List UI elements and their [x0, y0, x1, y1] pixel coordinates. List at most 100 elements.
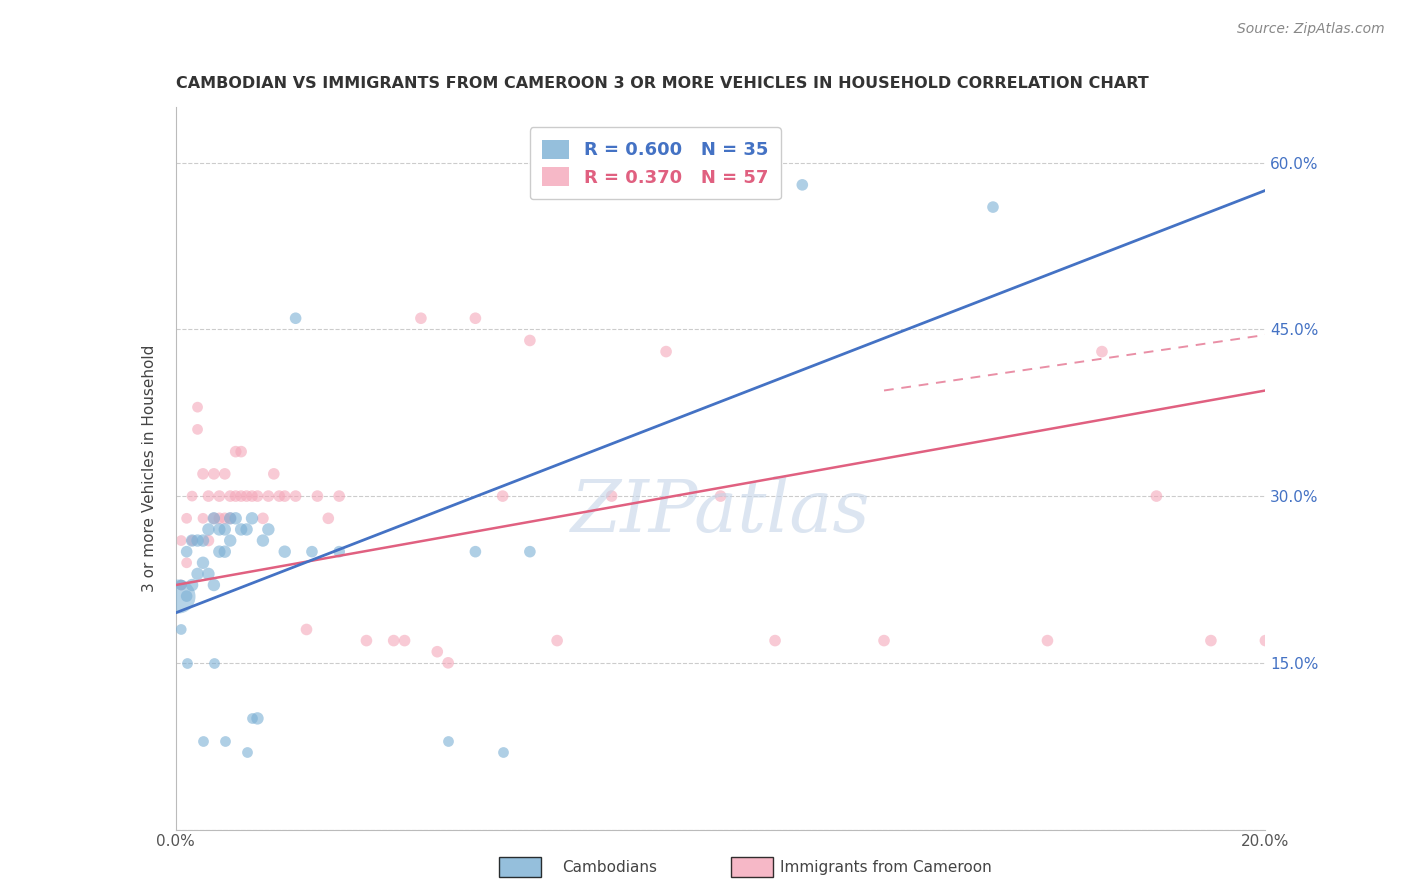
Point [240, 711, 263, 725]
Point [214, 523, 236, 537]
Point [214, 467, 236, 481]
Point [170, 533, 193, 548]
Point [181, 533, 204, 548]
Point [191, 733, 214, 747]
Point [225, 489, 247, 503]
Point [437, 733, 460, 747]
Point [202, 511, 225, 525]
Point [464, 544, 486, 558]
Point [792, 178, 814, 192]
Point [197, 533, 219, 548]
Point [284, 311, 307, 326]
Point [208, 544, 231, 558]
Point [318, 511, 340, 525]
Point [214, 544, 236, 558]
Point [257, 523, 280, 537]
Point [176, 511, 198, 525]
Point [274, 489, 297, 503]
Point [231, 489, 253, 503]
Point [600, 489, 623, 503]
Point [214, 511, 236, 525]
Point [246, 711, 269, 725]
Point [191, 511, 214, 525]
Point [191, 556, 214, 570]
Point [176, 656, 198, 670]
Point [202, 578, 225, 592]
Point [763, 633, 786, 648]
Point [1144, 489, 1167, 503]
Point [208, 511, 231, 525]
Point [186, 566, 209, 581]
Point [263, 467, 285, 481]
Point [170, 578, 193, 592]
Point [202, 511, 225, 525]
Point [219, 533, 242, 548]
Point [257, 489, 280, 503]
Point [252, 533, 274, 548]
Point [202, 467, 225, 481]
Point [231, 444, 253, 458]
Point [225, 444, 247, 458]
Text: Immigrants from Cameroon: Immigrants from Cameroon [780, 861, 993, 875]
Point [235, 489, 257, 503]
Text: ZIPatlas: ZIPatlas [571, 476, 870, 547]
Point [181, 489, 204, 503]
Point [301, 544, 323, 558]
Point [167, 589, 190, 603]
Point [295, 623, 318, 637]
Legend: R = 0.600   N = 35, R = 0.370   N = 57: R = 0.600 N = 35, R = 0.370 N = 57 [530, 127, 780, 199]
Point [197, 566, 219, 581]
Point [284, 489, 307, 503]
Point [176, 544, 198, 558]
Point [1254, 633, 1277, 648]
Point [202, 656, 225, 670]
Point [269, 489, 291, 503]
Point [246, 489, 269, 503]
Point [231, 523, 253, 537]
Point [225, 511, 247, 525]
Point [382, 633, 405, 648]
Point [655, 344, 678, 359]
Point [181, 533, 204, 548]
Point [235, 523, 257, 537]
Point [409, 311, 432, 326]
Point [307, 489, 329, 503]
Point [981, 200, 1004, 214]
Point [170, 578, 193, 592]
Point [170, 623, 193, 637]
Point [426, 645, 449, 659]
Text: Source: ZipAtlas.com: Source: ZipAtlas.com [1237, 22, 1385, 37]
Point [328, 489, 350, 503]
Point [240, 511, 263, 525]
Point [1199, 633, 1222, 648]
Text: Cambodians: Cambodians [562, 861, 658, 875]
Point [176, 556, 198, 570]
Point [274, 544, 297, 558]
Point [219, 489, 242, 503]
Point [328, 544, 350, 558]
Point [1091, 344, 1114, 359]
Point [191, 467, 214, 481]
Text: CAMBODIAN VS IMMIGRANTS FROM CAMEROON 3 OR MORE VEHICLES IN HOUSEHOLD CORRELATIO: CAMBODIAN VS IMMIGRANTS FROM CAMEROON 3 … [176, 76, 1149, 91]
Point [219, 511, 242, 525]
Point [197, 523, 219, 537]
Point [176, 589, 198, 603]
Point [519, 334, 541, 348]
Point [208, 523, 231, 537]
Point [191, 533, 214, 548]
Point [197, 489, 219, 503]
Point [492, 489, 515, 503]
Point [519, 544, 541, 558]
Point [546, 633, 568, 648]
Point [208, 489, 231, 503]
Point [186, 533, 209, 548]
Point [181, 578, 204, 592]
Point [186, 422, 209, 436]
Point [240, 489, 263, 503]
Point [1036, 633, 1059, 648]
Point [235, 745, 257, 759]
Point [710, 489, 733, 503]
Point [464, 311, 486, 326]
Point [214, 733, 236, 747]
Point [219, 511, 242, 525]
